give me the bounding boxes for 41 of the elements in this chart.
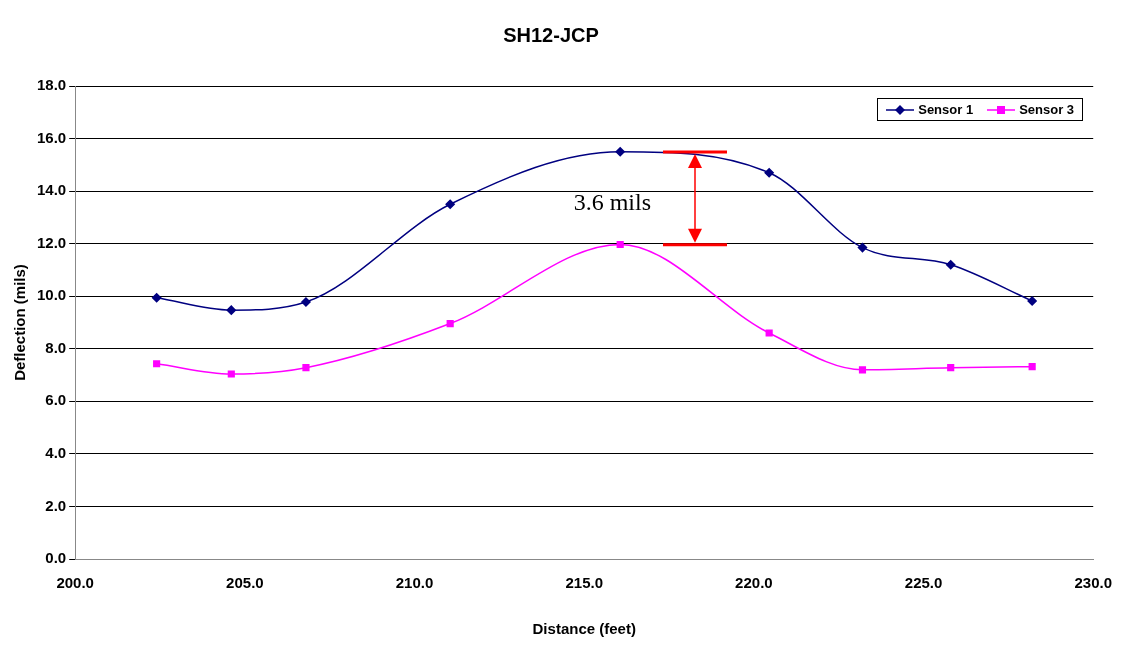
point bbox=[226, 305, 237, 315]
x-tick-label: 215.0 bbox=[565, 574, 603, 592]
y-tick-label: 10.0 bbox=[36, 286, 67, 304]
legend-label: Sensor 1 bbox=[918, 102, 974, 117]
point bbox=[764, 167, 774, 178]
x-axis-title: Distance (feet) bbox=[532, 620, 636, 638]
x-tick-label: 200.0 bbox=[56, 574, 94, 592]
y-tick-label: 12.0 bbox=[36, 233, 67, 251]
point bbox=[857, 242, 868, 253]
point bbox=[227, 370, 235, 378]
point bbox=[301, 297, 311, 307]
point bbox=[765, 329, 773, 337]
point bbox=[302, 364, 310, 372]
x-tick-label: 205.0 bbox=[226, 574, 264, 592]
y-tick-label: 0.0 bbox=[45, 549, 67, 567]
x-tick-label: 210.0 bbox=[395, 574, 434, 592]
y-tick-label: 14.0 bbox=[36, 181, 67, 199]
x-tick-label: 225.0 bbox=[904, 574, 943, 592]
x-tick-label: 230.0 bbox=[1074, 574, 1113, 592]
y-tick-label: 2.0 bbox=[45, 496, 67, 514]
point bbox=[945, 259, 956, 270]
chart-title: SH12-JCP bbox=[503, 23, 599, 46]
point bbox=[151, 293, 162, 303]
point bbox=[616, 240, 624, 249]
point bbox=[615, 146, 625, 157]
point bbox=[858, 366, 867, 374]
point bbox=[445, 199, 455, 209]
point bbox=[1028, 363, 1036, 371]
point bbox=[947, 364, 955, 372]
y-tick-label: 6.0 bbox=[45, 391, 67, 409]
y-tick-label: 18.0 bbox=[36, 76, 67, 94]
y-tick-label: 4.0 bbox=[45, 444, 67, 462]
point bbox=[153, 360, 161, 368]
y-tick-label: 16.0 bbox=[36, 128, 67, 146]
x-tick-label: 220.0 bbox=[735, 574, 773, 592]
point bbox=[1027, 296, 1037, 306]
legend-label: Sensor 3 bbox=[1019, 102, 1075, 117]
y-tick-label: 8.0 bbox=[45, 338, 67, 356]
y-axis-title: Deflection (mils) bbox=[11, 264, 29, 381]
point bbox=[446, 319, 454, 328]
annotation: 3.6 mils bbox=[573, 188, 651, 216]
